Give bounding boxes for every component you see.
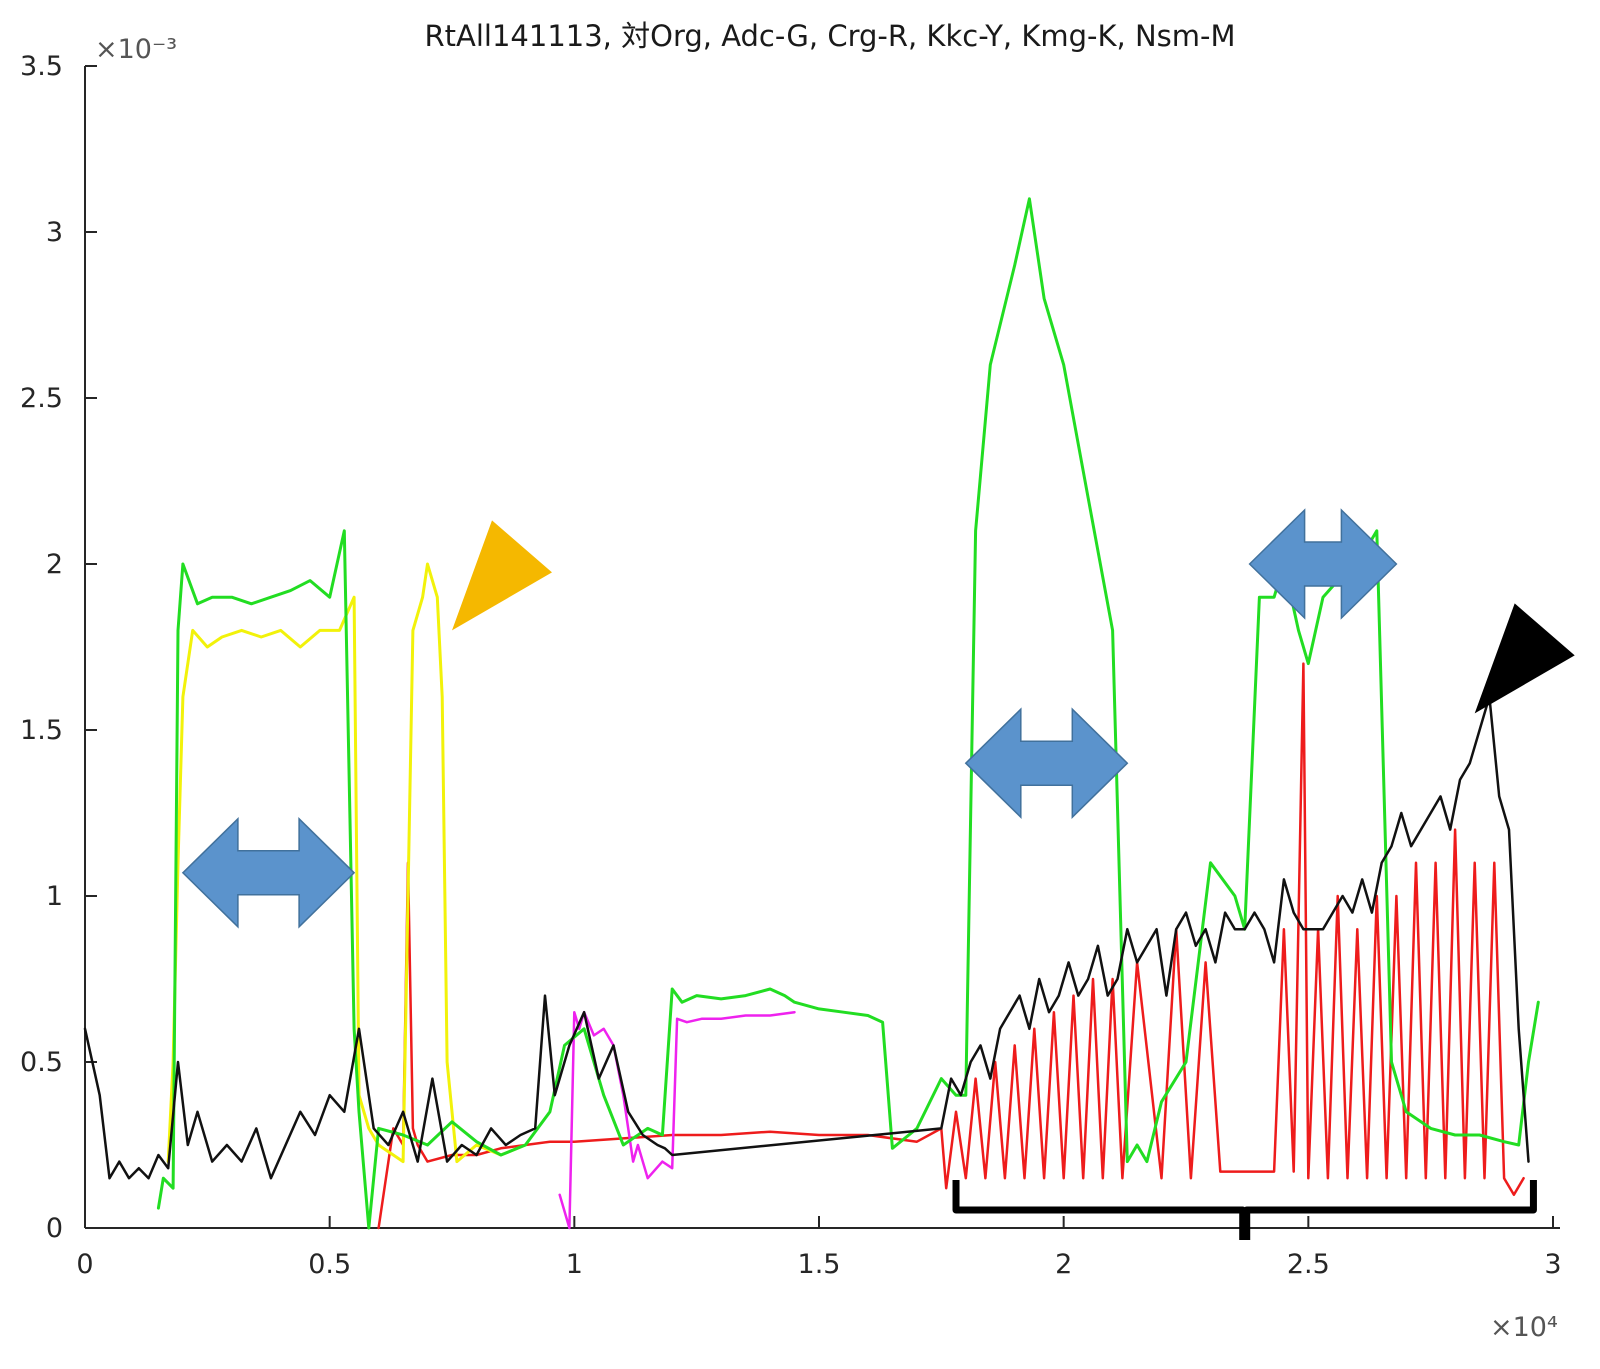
chart-title: RtAll141113, 対Org, Adc-G, Crg-R, Kkc-Y, … xyxy=(425,19,1236,53)
y-tick-label: 1 xyxy=(46,881,63,912)
chart-axes xyxy=(84,66,1560,1229)
series-line-kmg xyxy=(83,695,1530,1180)
y-tick-label: 0.5 xyxy=(20,1047,63,1078)
series-line-adc xyxy=(156,197,1540,1230)
series-line-kkc xyxy=(166,562,527,1164)
double-arrow-annotation xyxy=(181,817,356,929)
y-exponent-label: ×10⁻³ xyxy=(95,34,177,65)
curly-brace-annotation xyxy=(952,1180,1537,1240)
x-exponent-label: ×10⁴ xyxy=(1490,1312,1558,1343)
triangle-pointer-annotation xyxy=(1474,603,1575,714)
x-tick-label: 0 xyxy=(76,1249,93,1280)
series-layer xyxy=(83,197,1540,1230)
x-axis-ticks: 0 0.5 1 1.5 2 2.5 3 xyxy=(76,1216,1562,1280)
x-tick-label: 1.5 xyxy=(798,1249,841,1280)
x-tick-label: 2 xyxy=(1055,1249,1072,1280)
x-tick-label: 3 xyxy=(1544,1249,1561,1280)
y-tick-label: 2.5 xyxy=(20,383,63,414)
y-tick-label: 2 xyxy=(46,549,63,580)
double-arrow-annotation xyxy=(1248,508,1398,620)
double-arrow-annotation xyxy=(964,707,1129,819)
y-tick-label: 3 xyxy=(46,217,63,248)
x-tick-label: 1 xyxy=(566,1249,583,1280)
triangle-pointer-annotation xyxy=(452,520,552,631)
annotation-layer xyxy=(181,508,1575,1240)
series-line-nsm xyxy=(558,1010,796,1230)
y-tick-label: 3.5 xyxy=(20,51,63,82)
y-tick-label: 0 xyxy=(46,1213,63,1244)
x-tick-label: 0.5 xyxy=(308,1249,351,1280)
y-tick-label: 1.5 xyxy=(20,715,63,746)
y-axis-ticks: 0 0.5 1 1.5 2 2.5 3 3.5 xyxy=(20,51,97,1244)
x-tick-label: 2.5 xyxy=(1287,1249,1330,1280)
series-line-crg xyxy=(377,662,1525,1230)
